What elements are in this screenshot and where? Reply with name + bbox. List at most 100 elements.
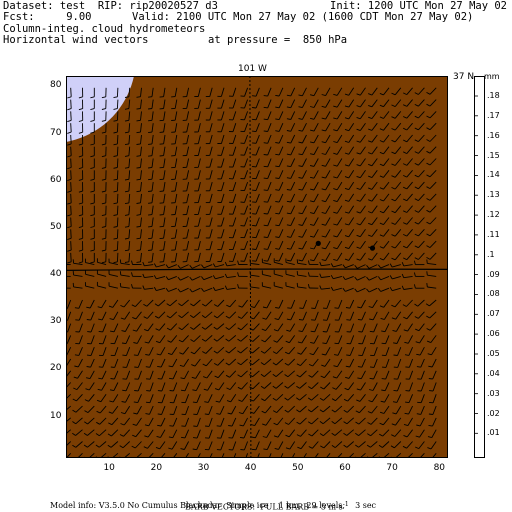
wind-barb <box>148 252 154 263</box>
wind-barb <box>285 346 296 355</box>
wind-barb <box>381 370 390 380</box>
wind-barb <box>368 229 378 237</box>
wind-barb <box>194 111 201 121</box>
wind-barb <box>108 405 119 414</box>
wind-barb <box>403 417 413 427</box>
wind-barb <box>402 441 413 449</box>
wind-barb <box>286 193 296 203</box>
wind-barb <box>345 299 355 309</box>
wind-barb <box>213 311 225 319</box>
wind-barb <box>356 229 366 238</box>
wind-barb <box>309 229 319 238</box>
wind-barb <box>225 358 237 366</box>
wind-barb <box>98 358 107 368</box>
wind-barb <box>166 323 178 331</box>
wind-barb <box>182 252 190 263</box>
wind-barb <box>322 323 331 333</box>
wind-barb <box>368 146 378 155</box>
wind-barb <box>252 252 260 262</box>
wind-barb <box>367 405 378 414</box>
wind-barb <box>379 146 390 155</box>
wind-barb <box>67 111 72 123</box>
wind-barb <box>331 393 343 402</box>
wind-barb <box>321 158 331 167</box>
wind-barb <box>90 158 95 170</box>
wind-barb <box>358 335 366 345</box>
wind-barb <box>143 441 154 449</box>
wind-barb <box>263 111 272 121</box>
wind-barb <box>379 252 390 261</box>
wind-barb <box>390 441 402 449</box>
colorbar-units: mm <box>484 72 500 81</box>
wind-barb <box>113 87 119 99</box>
wind-barb <box>216 417 225 427</box>
wind-barb <box>296 417 307 425</box>
wind-barb <box>202 358 213 367</box>
wind-barb <box>165 264 177 269</box>
wind-barb <box>358 323 366 333</box>
wind-barb <box>355 405 366 414</box>
wind-barb <box>298 146 307 156</box>
wind-barb <box>78 182 84 193</box>
colorbar-label: .07 <box>487 309 500 319</box>
wind-barb <box>120 405 131 415</box>
wind-barb <box>356 193 366 202</box>
wind-barb <box>171 99 178 110</box>
wind-barb <box>263 441 272 451</box>
wind-barb <box>285 335 296 344</box>
wind-barb <box>201 311 213 319</box>
wind-barb <box>78 205 84 217</box>
wind-barb <box>319 405 331 413</box>
wind-barb <box>67 123 72 134</box>
wind-barb <box>309 122 319 132</box>
wind-barb <box>286 99 296 109</box>
x-tick-label: 20 <box>150 463 163 473</box>
wind-barb <box>425 299 437 307</box>
wind-barb <box>157 382 166 392</box>
wind-barb <box>296 259 307 266</box>
wind-barb <box>67 134 72 146</box>
wind-barb <box>124 229 131 240</box>
wind-barb <box>182 134 190 145</box>
wind-barb <box>110 370 119 380</box>
wind-barb <box>84 417 95 425</box>
wind-barb <box>426 259 437 266</box>
wind-barb <box>95 441 107 448</box>
wind-barb <box>159 87 166 98</box>
wind-barb <box>403 429 413 438</box>
wind-barb <box>240 217 249 227</box>
wind-barb <box>121 335 131 345</box>
wind-barb <box>155 323 166 331</box>
dataset-line: Dataset: test RIP: rip20020527 d3 <box>3 0 218 12</box>
wind-barb <box>366 264 378 269</box>
wind-barb <box>263 99 272 109</box>
wind-barb <box>96 281 107 289</box>
wind-barb <box>296 271 307 277</box>
wind-barb <box>98 335 107 345</box>
wind-barb <box>182 158 190 168</box>
wind-barb <box>136 170 142 181</box>
wind-barb <box>309 87 319 97</box>
wind-barb <box>286 181 296 191</box>
wind-barb <box>346 347 355 356</box>
wind-barb <box>67 252 72 264</box>
wind-barb <box>261 258 272 266</box>
wind-barb <box>119 259 130 266</box>
vector-line: Horizontal wind vectors <box>3 34 149 46</box>
wind-barb <box>297 335 307 344</box>
wind-barb <box>321 181 331 191</box>
wind-barb <box>205 417 213 427</box>
wind-barb <box>392 394 402 403</box>
wind-barb <box>205 158 213 168</box>
wind-barb <box>298 217 307 226</box>
wind-barb <box>391 193 402 202</box>
wind-barb <box>403 181 413 190</box>
wind-barb <box>426 99 437 107</box>
wind-barb <box>237 272 248 277</box>
wind-barb <box>380 394 390 403</box>
wind-barb <box>212 286 225 292</box>
wind-barb <box>136 87 142 98</box>
wind-barb <box>298 311 307 321</box>
wind-barb <box>110 335 119 345</box>
wind-barb <box>144 429 154 438</box>
